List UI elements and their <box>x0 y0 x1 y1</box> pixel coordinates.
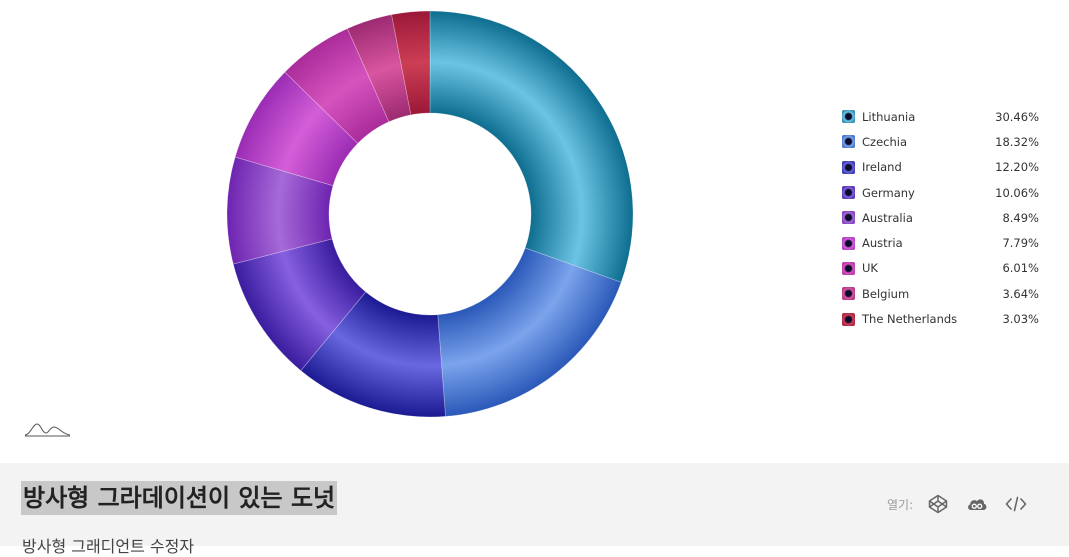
legend-label: UK <box>862 261 878 276</box>
legend-value: 7.79% <box>1002 236 1039 251</box>
legend-swatch <box>842 287 855 301</box>
donut-slice-lithuania[interactable] <box>429 10 634 283</box>
open-with-label: 열기: <box>887 497 914 512</box>
donut-slice-austria[interactable] <box>234 71 359 187</box>
code-icon[interactable] <box>1005 493 1027 515</box>
donut-slice-czechia[interactable] <box>437 247 622 417</box>
legend-swatch <box>842 186 855 200</box>
legend-label: Belgium <box>862 286 910 301</box>
legend-swatch <box>842 135 855 149</box>
legend-label: Lithuania <box>862 109 916 124</box>
cloud-icon[interactable] <box>966 493 988 515</box>
legend-label: The Netherlands <box>862 312 958 327</box>
legend-label: Australia <box>862 210 913 225</box>
donut-chart <box>226 10 634 418</box>
legend-swatch <box>842 236 855 250</box>
legend-swatch <box>842 312 855 326</box>
legend-item-czechia[interactable]: Czechia 18.32% <box>842 129 1042 154</box>
legend-label: Austria <box>862 236 903 251</box>
donut-slice-australia[interactable] <box>226 156 334 265</box>
legend-item-australia[interactable]: Australia 8.49% <box>842 205 1042 230</box>
legend-value: 12.20% <box>995 160 1039 175</box>
legend-value: 18.32% <box>995 134 1039 149</box>
donut-slice-belgium[interactable] <box>346 14 412 123</box>
legend-item-lithuania[interactable]: Lithuania 30.46% <box>842 104 1042 129</box>
legend-item-ireland[interactable]: Ireland 12.20% <box>842 155 1042 180</box>
legend-value: 3.03% <box>1002 312 1039 327</box>
footer: 방사형 그라데이션이 있는 도넛 방사형 그래디언트 수정자 열기: <box>0 463 1069 556</box>
legend-item-germany[interactable]: Germany 10.06% <box>842 180 1042 205</box>
donut-slice-germany[interactable] <box>232 238 367 372</box>
legend-swatch <box>842 211 855 225</box>
legend-value: 6.01% <box>1002 261 1039 276</box>
legend-swatch <box>842 261 855 275</box>
donut-slice-the-netherlands[interactable] <box>391 10 431 116</box>
legend-label: Ireland <box>862 160 902 175</box>
legend-item-the-netherlands[interactable]: The Netherlands 3.03% <box>842 306 1042 331</box>
legend-value: 30.46% <box>995 109 1039 124</box>
legend-value: 10.06% <box>995 185 1039 200</box>
page-subtitle: 방사형 그래디언트 수정자 <box>22 537 195 556</box>
legend-item-austria[interactable]: Austria 7.79% <box>842 230 1042 255</box>
page-title: 방사형 그라데이션이 있는 도넛 <box>21 481 338 515</box>
legend-value: 3.64% <box>1002 286 1039 301</box>
legend-swatch <box>842 160 855 174</box>
legend-item-belgium[interactable]: Belgium 3.64% <box>842 281 1042 306</box>
legend: Lithuania 30.46% Czechia 18.32% Ireland 12.20… <box>842 104 1042 332</box>
legend-label: Czechia <box>862 134 907 149</box>
chart-area: Lithuania 30.46% Czechia 18.32% Ireland 12.20… <box>24 10 1042 437</box>
legend-value: 8.49% <box>1002 210 1039 225</box>
legend-label: Germany <box>862 185 915 200</box>
legend-swatch <box>842 110 855 124</box>
open-with-toolbar: 열기: <box>887 493 1027 515</box>
codepen-icon[interactable] <box>927 493 949 515</box>
chart-logo-icon <box>24 423 71 437</box>
legend-item-uk[interactable]: UK 6.01% <box>842 256 1042 281</box>
donut-slice-ireland[interactable] <box>300 291 446 418</box>
